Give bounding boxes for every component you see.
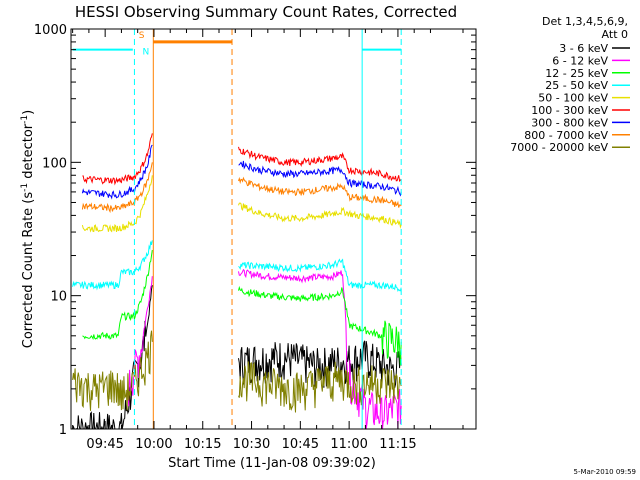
y-axis-label: Corrected Count Rate (s-1 detector-1) [20,110,36,348]
x-tick-label-5: 10:45 [282,437,319,452]
series-4-line-2 [238,258,402,292]
series-4 [72,240,402,292]
x-tick-label-3: 10:15 [184,437,221,452]
series-layer [72,133,402,429]
x-tick-label-7: 11:15 [379,437,416,452]
legend-label-5: 50 - 100 keV [538,92,608,105]
plot-area: SN [70,28,477,430]
y-tick-label-4: 1000 [34,23,67,38]
series-8-line-2 [238,176,402,208]
x-tick-label-6: 11:00 [330,437,367,452]
flag-n: N [142,47,149,57]
legend-label-6: 100 - 300 keV [531,104,608,117]
series-6 [82,133,402,186]
y-tick-label-1: 1 [59,423,67,438]
series-9-line-1 [72,330,153,411]
y-tick-label-2: 10 [50,290,67,305]
legend-label-1: 3 - 6 keV [559,42,608,55]
series-8-line-1 [81,162,153,214]
series-7 [81,144,402,200]
chart-title: HESSI Observing Summary Count Rates, Cor… [75,3,457,21]
series-9-line-2 [238,361,402,413]
legend-label-4: 25 - 50 keV [545,79,608,92]
legend-header-1: Det 1,3,4,5,6,9, [542,15,628,28]
series-3-line-2 [238,285,402,366]
series-2-line-2 [238,268,402,429]
x-axis-label: Start Time (11-Jan-08 09:39:02) [168,456,376,471]
x-axis: 09:45 10:00 10:15 10:30 10:45 11:00 11:15 [72,29,464,452]
legend-label-2: 6 - 12 keV [552,54,608,67]
series-5 [81,175,402,233]
x-tick-label-2: 10:00 [135,437,172,452]
legend-label-9: 7000 - 20000 keV [510,141,608,154]
x-tick-label-1: 09:45 [86,437,123,452]
x-tick-label-4: 10:30 [233,437,270,452]
legend-label-8: 800 - 7000 keV [524,129,608,142]
plot-frame [70,28,477,430]
marker-layer [72,29,402,429]
series-7-line-1 [81,144,153,200]
series-7-line-2 [238,160,402,197]
legend-label-7: 300 - 800 keV [531,116,608,129]
legend-header-2: Att 0 [602,28,628,41]
series-3 [82,249,402,366]
series-6-line-2 [238,146,402,183]
series-3-line-1 [82,249,153,341]
flag-s: S [139,31,145,41]
legend-label-3: 12 - 25 keV [545,67,608,80]
flag-layer: SN [139,31,149,57]
y-axis: 1 10 100 1000 [34,23,476,438]
series-5-line-1 [81,175,153,233]
series-5-line-2 [238,202,402,229]
y-tick-label-3: 100 [42,156,67,171]
series-6-line-1 [82,133,153,186]
series-9 [72,330,402,413]
series-8 [81,162,402,214]
series-4-line-1 [72,240,153,291]
timestamp: 5-Mar-2010 09:59 [574,468,636,476]
